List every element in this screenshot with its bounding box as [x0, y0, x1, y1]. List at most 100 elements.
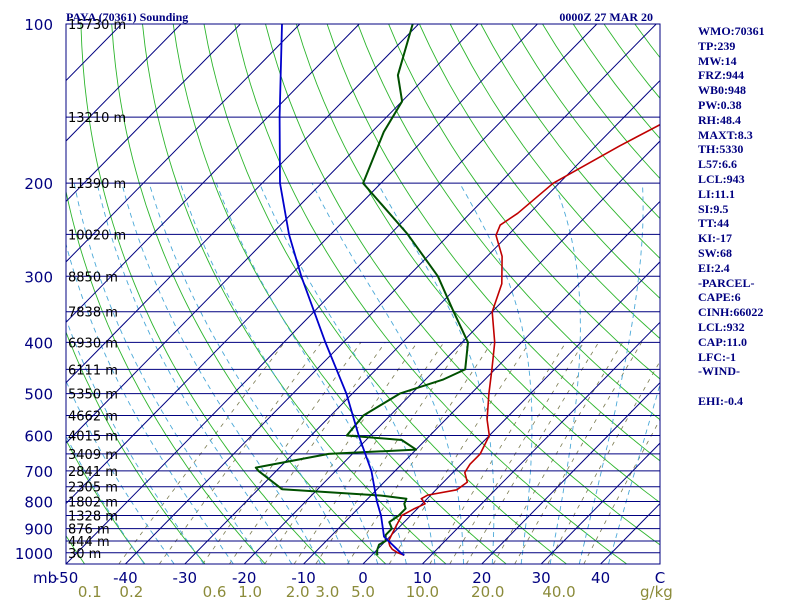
moist-adiabat-line: [578, 183, 644, 564]
moist-adiabat-line: [96, 183, 293, 564]
temperature-tick-label: -10: [291, 569, 316, 587]
sounding-index: LFC:-1: [698, 349, 736, 364]
sounding-index: SI:9.5: [698, 201, 729, 216]
temperature-tick-label: 40: [591, 569, 610, 587]
temperature-tick-label: 30: [532, 569, 551, 587]
moist-adiabat-line: [66, 379, 175, 564]
sounding-index: -WIND-: [698, 364, 740, 379]
pressure-unit-label: mb: [33, 569, 57, 587]
isotherm-line: [66, 24, 301, 263]
sounding-index: SW:68: [698, 245, 733, 260]
isotherm-line: [184, 79, 660, 564]
mixing-ratio-line: [347, 342, 493, 564]
sounding-index: TT:44: [698, 216, 730, 231]
temperature-line: [387, 123, 660, 557]
height-label: 4015 m: [68, 429, 118, 444]
temperature-tick-label: 10: [413, 569, 432, 587]
dry-adiabat-line: [66, 330, 206, 564]
mixing-ratio-line: [229, 342, 386, 564]
isotherm-line: [66, 24, 419, 384]
parcel-line: [278, 24, 405, 557]
height-label: 3409 m: [68, 448, 118, 463]
temperature-tick-label: 20: [472, 569, 491, 587]
sounding-index: EHI:-0.4: [698, 393, 743, 408]
mixing-ratio-line: [547, 360, 660, 564]
pressure-tick-label: 800: [24, 494, 53, 512]
mixing-ratio-line: [388, 342, 530, 564]
moist-adiabat-line: [66, 317, 205, 564]
pressure-tick-label: 500: [24, 386, 53, 404]
sounding-index: TP:239: [698, 38, 736, 53]
mixing-ratio-label: 20.0: [471, 583, 504, 600]
pressure-tick-label: 700: [24, 463, 53, 481]
sounding-index: CINH:66022: [698, 305, 764, 320]
plot-frame: [65, 23, 661, 565]
mixing-ratio-label: 40.0: [542, 583, 575, 600]
sounding-index: MW:14: [698, 53, 737, 68]
dry-adiabat-line: [172, 24, 507, 564]
isotherm-line: [66, 24, 598, 564]
height-label: 10020 m: [68, 228, 126, 243]
mixing-ratio-label: 0.6: [203, 583, 227, 600]
isotherm-line: [0, 24, 3, 564]
mixing-ratio-line: [492, 342, 623, 564]
mixing-ratio-line: [514, 342, 642, 564]
height-label: 2841 m: [68, 465, 118, 480]
isotherm-line: [481, 382, 660, 564]
moist-adiabat-line: [148, 183, 350, 564]
mixing-ratio-line: [466, 342, 599, 564]
dry-adiabat-line: [142, 24, 447, 564]
mixing-ratio-line: [583, 418, 660, 564]
height-label: 1328 m: [68, 509, 118, 524]
sounding-index: LCL:943: [698, 171, 745, 186]
sounding-index: LI:11.1: [698, 186, 736, 201]
background-lines: [0, 24, 660, 564]
temperature-tick-label: C: [655, 569, 665, 587]
isotherm-line: [66, 24, 360, 324]
sounding-index: L57:6.6: [698, 157, 737, 172]
sounding-index: EI:2.4: [698, 260, 730, 275]
height-label: 5350 m: [68, 388, 118, 403]
moist-adiabat-line: [377, 182, 495, 564]
isotherm-line: [362, 261, 660, 564]
sounding-index: CAP:11.0: [698, 334, 747, 349]
isotherm-line: [243, 140, 660, 564]
dry-adiabat-line: [388, 24, 660, 380]
indices-panel: WMO:70361 TP:239 MW:14 FRZ:944 WB0:948 PW:0.3…: [698, 24, 798, 409]
sounding-index: PW:0.38: [698, 97, 742, 112]
dry-adiabat-line: [295, 24, 660, 504]
height-label: 876 m: [68, 523, 110, 538]
temperature-tick-label: -20: [232, 569, 257, 587]
sounding-index: WB0:948: [698, 83, 746, 98]
dry-adiabat-line: [0, 24, 24, 564]
pressure-tick-label: 300: [24, 268, 53, 286]
mixing-ratio-line: [293, 342, 445, 564]
height-label: 15730 m: [68, 18, 126, 33]
moist-adiabat-line: [121, 183, 321, 564]
sounding-index: TH:5330: [698, 142, 744, 157]
isotherm-line: [303, 200, 660, 564]
height-label: 2305 m: [68, 481, 118, 496]
mixing-ratio-label: 3.0: [315, 583, 339, 600]
moist-adiabat-line: [73, 183, 263, 564]
series-lines: [254, 24, 660, 557]
pressure-tick-label: 400: [24, 334, 53, 352]
sounding-index: -PARCEL-: [698, 275, 755, 290]
height-label: 13210 m: [68, 111, 126, 126]
dry-adiabat-line: [203, 24, 567, 564]
height-label: 8850 m: [68, 270, 118, 285]
dewpoint-line: [254, 24, 469, 556]
temperature-tick-label: -30: [173, 569, 198, 587]
dry-adiabat-line: [234, 24, 627, 564]
isotherm-line: [125, 24, 657, 564]
mixing-ratio-line: [264, 342, 418, 564]
dry-adiabat-line: [66, 189, 266, 564]
mixing-ratio-unit-label: g/kg: [640, 583, 673, 600]
dry-adiabat-line: [449, 24, 660, 299]
isotherm-line: [0, 24, 62, 564]
temperature-tick-label: 0: [358, 569, 368, 587]
moist-adiabat-line: [311, 183, 464, 564]
moist-adiabat-line: [549, 183, 581, 564]
dry-adiabat-line: [480, 24, 660, 259]
mixing-ratio-line: [118, 342, 285, 564]
